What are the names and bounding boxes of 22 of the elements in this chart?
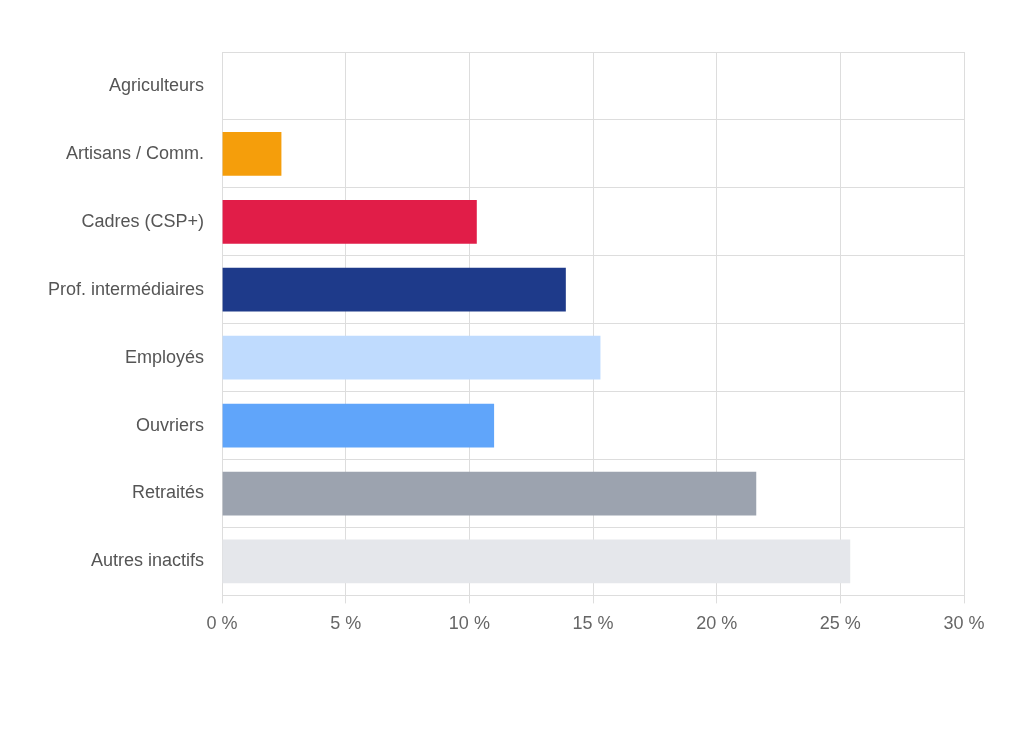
x-tick-label: 5 % [330, 613, 362, 634]
bar [222, 267, 566, 312]
x-tick-label: 30 % [943, 613, 985, 634]
y-tick-label: Artisans / Comm. [66, 142, 205, 163]
bar [222, 403, 495, 448]
x-tick-label: 10 % [448, 613, 490, 634]
bar [222, 539, 851, 584]
y-tick-label: Cadres (CSP+) [81, 210, 205, 231]
x-tick-label: 20 % [696, 613, 738, 634]
y-tick-label: Retraités [132, 482, 205, 503]
x-tick-label: 15 % [572, 613, 614, 634]
bar [222, 199, 477, 244]
y-tick-label: Autres inactifs [91, 550, 205, 571]
bar [222, 471, 757, 516]
y-tick-label: Prof. intermédiaires [48, 278, 205, 299]
y-tick-label: Employés [125, 346, 205, 367]
y-tick-label: Ouvriers [136, 414, 205, 435]
bar [222, 132, 282, 176]
bar [222, 335, 601, 380]
y-tick-label: Agriculteurs [109, 74, 205, 95]
x-tick-label: 0 % [206, 613, 238, 634]
x-tick-label: 25 % [819, 613, 861, 634]
